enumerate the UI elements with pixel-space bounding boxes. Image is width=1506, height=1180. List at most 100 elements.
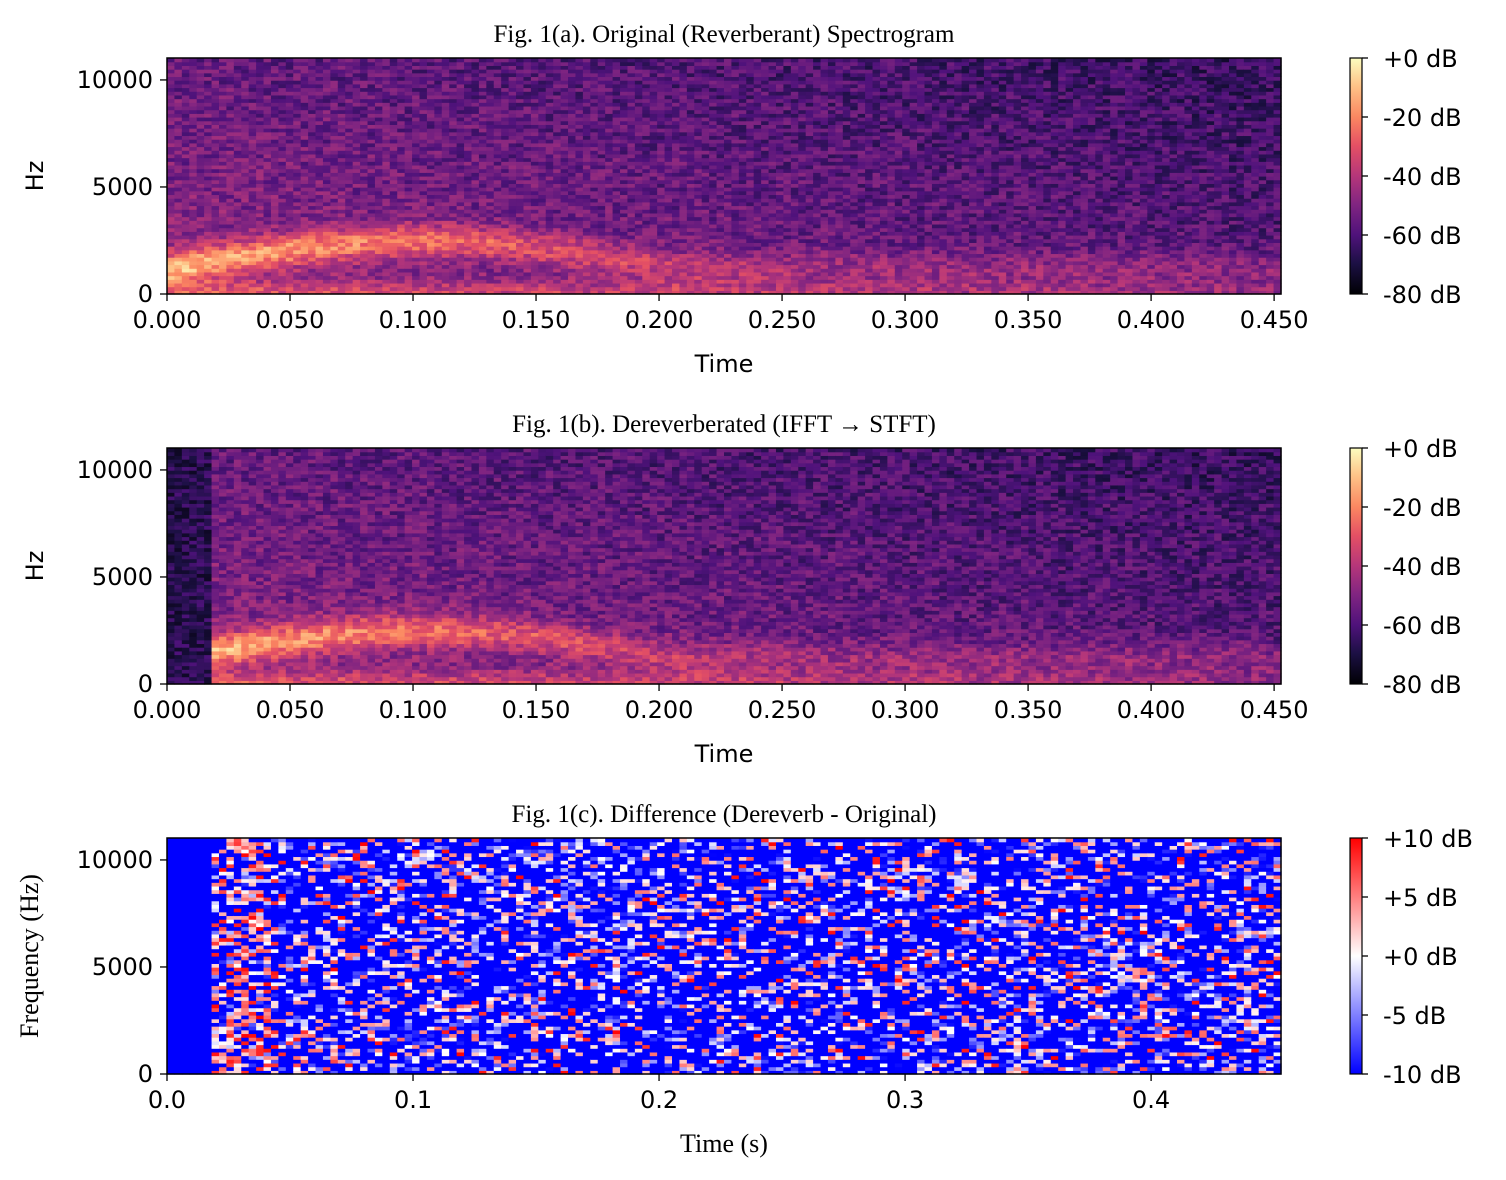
heatmap-cell xyxy=(293,283,301,287)
heatmap-cell xyxy=(189,161,197,165)
heatmap-cell xyxy=(182,95,190,99)
heatmap-cell xyxy=(241,69,249,73)
heatmap-cell xyxy=(167,257,175,261)
heatmap-cell xyxy=(226,110,234,114)
heatmap-cell xyxy=(219,272,227,276)
heatmap-cell xyxy=(226,191,234,195)
heatmap-cell xyxy=(234,220,242,224)
heatmap-cell xyxy=(278,217,286,221)
heatmap-cell xyxy=(316,283,324,287)
heatmap-cell xyxy=(293,65,301,69)
heatmap-cell xyxy=(167,102,175,106)
heatmap-cell xyxy=(212,276,220,280)
heatmap-cell xyxy=(219,250,227,254)
heatmap-cell xyxy=(204,150,212,154)
heatmap-cell xyxy=(278,99,286,103)
heatmap-cell xyxy=(249,261,257,265)
heatmap-cell xyxy=(316,161,324,165)
heatmap-cell xyxy=(301,206,309,210)
heatmap-cell xyxy=(301,265,309,269)
heatmap-cell xyxy=(189,62,197,66)
heatmap-cell xyxy=(219,143,227,147)
heatmap-cell xyxy=(212,139,220,143)
heatmap-cell xyxy=(167,242,175,246)
heatmap-cell xyxy=(286,228,294,232)
heatmap-cell xyxy=(189,150,197,154)
heatmap-cell xyxy=(241,283,249,287)
heatmap-cell xyxy=(234,80,242,84)
heatmap-cell xyxy=(271,117,279,121)
heatmap-cell xyxy=(264,268,272,272)
heatmap-cell xyxy=(204,191,212,195)
heatmap-cell xyxy=(301,183,309,187)
heatmap-cell xyxy=(301,135,309,139)
heatmap-cell xyxy=(212,161,220,165)
heatmap-cell xyxy=(174,106,182,110)
heatmap-cell xyxy=(197,91,205,95)
heatmap-cell xyxy=(256,102,264,106)
heatmap-cell xyxy=(316,165,324,169)
heatmap-cell xyxy=(234,265,242,269)
heatmap-cell xyxy=(286,224,294,228)
heatmap-cell xyxy=(226,279,234,283)
heatmap-cell xyxy=(212,150,220,154)
heatmap-cell xyxy=(219,202,227,206)
heatmap-cell xyxy=(256,73,264,77)
heatmap-cell xyxy=(278,176,286,180)
heatmap-cell xyxy=(293,250,301,254)
heatmap-cell xyxy=(241,176,249,180)
heatmap-cell xyxy=(212,91,220,95)
heatmap-cell xyxy=(174,250,182,254)
heatmap-cell xyxy=(182,65,190,69)
heatmap-cell xyxy=(249,76,257,80)
heatmap-cell xyxy=(264,250,272,254)
heatmap-cell xyxy=(197,62,205,66)
heatmap-cell xyxy=(293,102,301,106)
heatmap-cell xyxy=(241,135,249,139)
heatmap-cell xyxy=(316,183,324,187)
heatmap-cell xyxy=(174,217,182,221)
heatmap-cell xyxy=(301,128,309,132)
heatmap-cell xyxy=(278,239,286,243)
heatmap-cell xyxy=(301,161,309,165)
heatmap-cell xyxy=(256,261,264,265)
heatmap-cell xyxy=(249,265,257,269)
heatmap-cell xyxy=(219,128,227,132)
heatmap-cell xyxy=(167,139,175,143)
heatmap-cell xyxy=(271,91,279,95)
heatmap-cell xyxy=(219,224,227,228)
heatmap-cell xyxy=(189,95,197,99)
heatmap-cell xyxy=(308,235,316,239)
heatmap-cell xyxy=(308,242,316,246)
heatmap-cell xyxy=(301,276,309,280)
heatmap-cell xyxy=(278,147,286,151)
heatmap-cell xyxy=(197,135,205,139)
heatmap-cell xyxy=(308,88,316,92)
heatmap-cell xyxy=(286,209,294,213)
heatmap-cell xyxy=(264,88,272,92)
heatmap-cell xyxy=(278,220,286,224)
heatmap-cell xyxy=(271,283,279,287)
heatmap-cell xyxy=(189,110,197,114)
heatmap-cell xyxy=(316,239,324,243)
heatmap-cell xyxy=(189,169,197,173)
heatmap-cell xyxy=(301,143,309,147)
heatmap-cell xyxy=(271,176,279,180)
heatmap-cell xyxy=(271,206,279,210)
heatmap-cell xyxy=(316,253,324,257)
heatmap-cell xyxy=(189,183,197,187)
heatmap-cell xyxy=(167,272,175,276)
heatmap-cell xyxy=(212,209,220,213)
heatmap-cell xyxy=(249,198,257,202)
heatmap-cell xyxy=(189,73,197,77)
heatmap-cell xyxy=(278,268,286,272)
heatmap-cell xyxy=(182,117,190,121)
heatmap-cell xyxy=(286,213,294,217)
heatmap-cell xyxy=(204,62,212,66)
heatmap-cell xyxy=(234,268,242,272)
heatmap-cell xyxy=(249,128,257,132)
heatmap-cell xyxy=(189,172,197,176)
heatmap-cell xyxy=(241,228,249,232)
heatmap-cell xyxy=(167,213,175,217)
heatmap-cell xyxy=(204,242,212,246)
